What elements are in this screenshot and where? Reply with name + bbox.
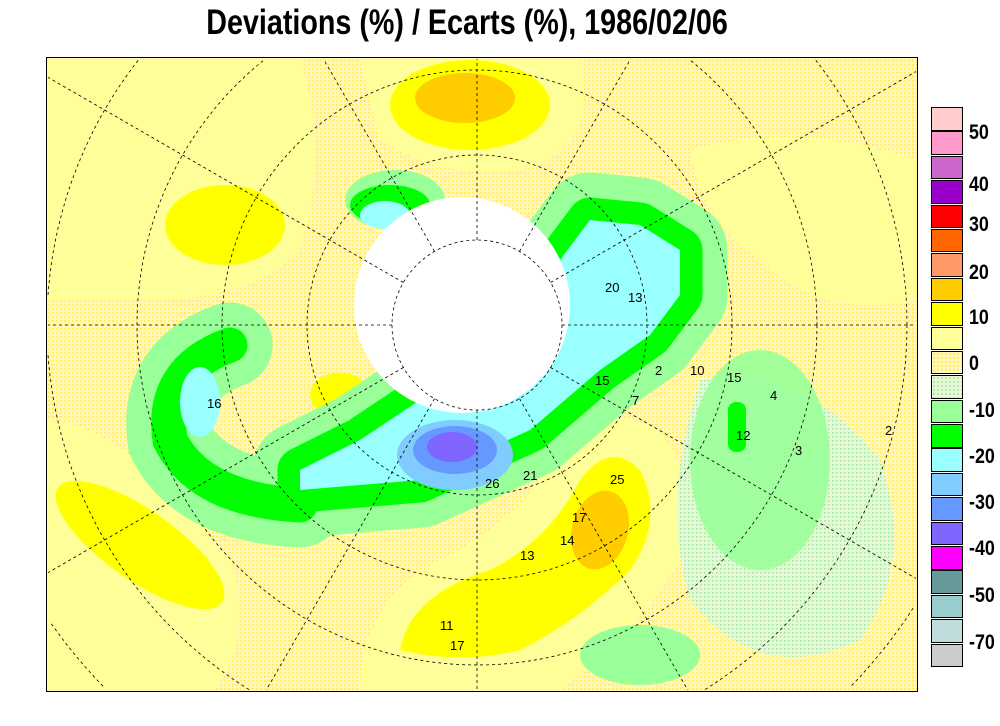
legend-swatch	[931, 643, 963, 668]
station-value: 16	[207, 396, 221, 411]
legend-swatch	[931, 399, 963, 424]
station-value: 26	[485, 476, 499, 491]
meridian-line	[47, 367, 404, 574]
legend-label: 20	[969, 261, 989, 284]
station-value: 2	[885, 423, 892, 438]
legend-swatch	[931, 204, 963, 229]
legend-label: 50	[969, 121, 989, 144]
station-value: 12	[736, 428, 750, 443]
positive-anomaly-regions	[47, 60, 916, 690]
station-value: 7	[632, 393, 639, 408]
station-value: 10	[690, 363, 704, 378]
legend-swatch	[931, 546, 963, 570]
graticule	[47, 58, 917, 691]
legend-swatch	[931, 228, 963, 253]
legend-label: 40	[969, 173, 989, 196]
station-value: 21	[523, 468, 537, 483]
legend-swatch	[931, 448, 963, 472]
legend-swatch	[931, 619, 963, 643]
station-value: 14	[560, 533, 574, 548]
station-value: 15	[595, 373, 609, 388]
legend-swatch	[931, 180, 963, 204]
legend-label: -40	[969, 537, 995, 560]
station-value: 3	[795, 443, 802, 458]
polar-map: 20 13 15 10 15 12 26 21 16 25 17 14 13 11 17 2 7 4 3 2	[46, 57, 918, 692]
color-legend: 50 40 30 20 10 0 -10 -20 -30 -40 -50 -70	[931, 107, 995, 668]
legend-label: -10	[969, 399, 995, 422]
latitude-circle	[136, 60, 818, 666]
legend-swatch	[931, 253, 963, 277]
legend-swatch	[931, 375, 963, 399]
station-value: 20	[605, 280, 619, 295]
meridian-line	[550, 367, 917, 579]
legend-swatch	[931, 350, 963, 375]
station-value: 15	[727, 370, 741, 385]
meridian-line	[519, 398, 689, 691]
legend-swatch	[931, 521, 963, 546]
legend-swatch	[931, 497, 963, 521]
meridian-line	[550, 71, 917, 283]
station-value: 17	[572, 510, 586, 525]
legend-label: 0	[969, 352, 979, 375]
legend-swatch	[931, 155, 963, 180]
polar-night-mask	[354, 197, 570, 413]
meridian-line	[265, 398, 435, 691]
legend-swatch	[931, 594, 963, 619]
station-labels: 20 13 15 10 15 12 26 21 16 25 17 14 13 11 17 2 7 4 3 2	[207, 280, 892, 653]
meridian-line	[323, 58, 435, 252]
station-value: 13	[520, 548, 534, 563]
legend-label: -50	[969, 584, 995, 607]
legend-label: 30	[969, 213, 989, 236]
meridian-line	[519, 58, 631, 252]
station-value: 2	[655, 363, 662, 378]
legend-label: 10	[969, 306, 989, 329]
legend-swatch	[931, 472, 963, 497]
legend-label: -20	[969, 445, 995, 468]
legend-swatch	[931, 424, 963, 448]
legend-swatch	[931, 326, 963, 351]
station-value: 25	[610, 472, 624, 487]
legend-swatch	[931, 277, 963, 302]
meridian-line	[47, 76, 404, 283]
station-value: 17	[450, 638, 464, 653]
legend-swatch	[931, 570, 963, 594]
legend-swatch	[931, 131, 963, 155]
legend-swatch	[931, 302, 963, 326]
station-value: 13	[628, 290, 642, 305]
latitude-circle	[50, 607, 914, 687]
legend-swatch	[931, 107, 963, 131]
legend-label: -70	[969, 631, 995, 654]
latitude-circle	[391, 239, 563, 411]
latitude-circle	[47, 60, 908, 691]
legend-label: -30	[969, 491, 995, 514]
station-value: 11	[440, 618, 454, 633]
map-title: Deviations (%) / Ecarts (%), 1986/02/06	[206, 3, 728, 42]
station-value: 4	[770, 388, 777, 403]
